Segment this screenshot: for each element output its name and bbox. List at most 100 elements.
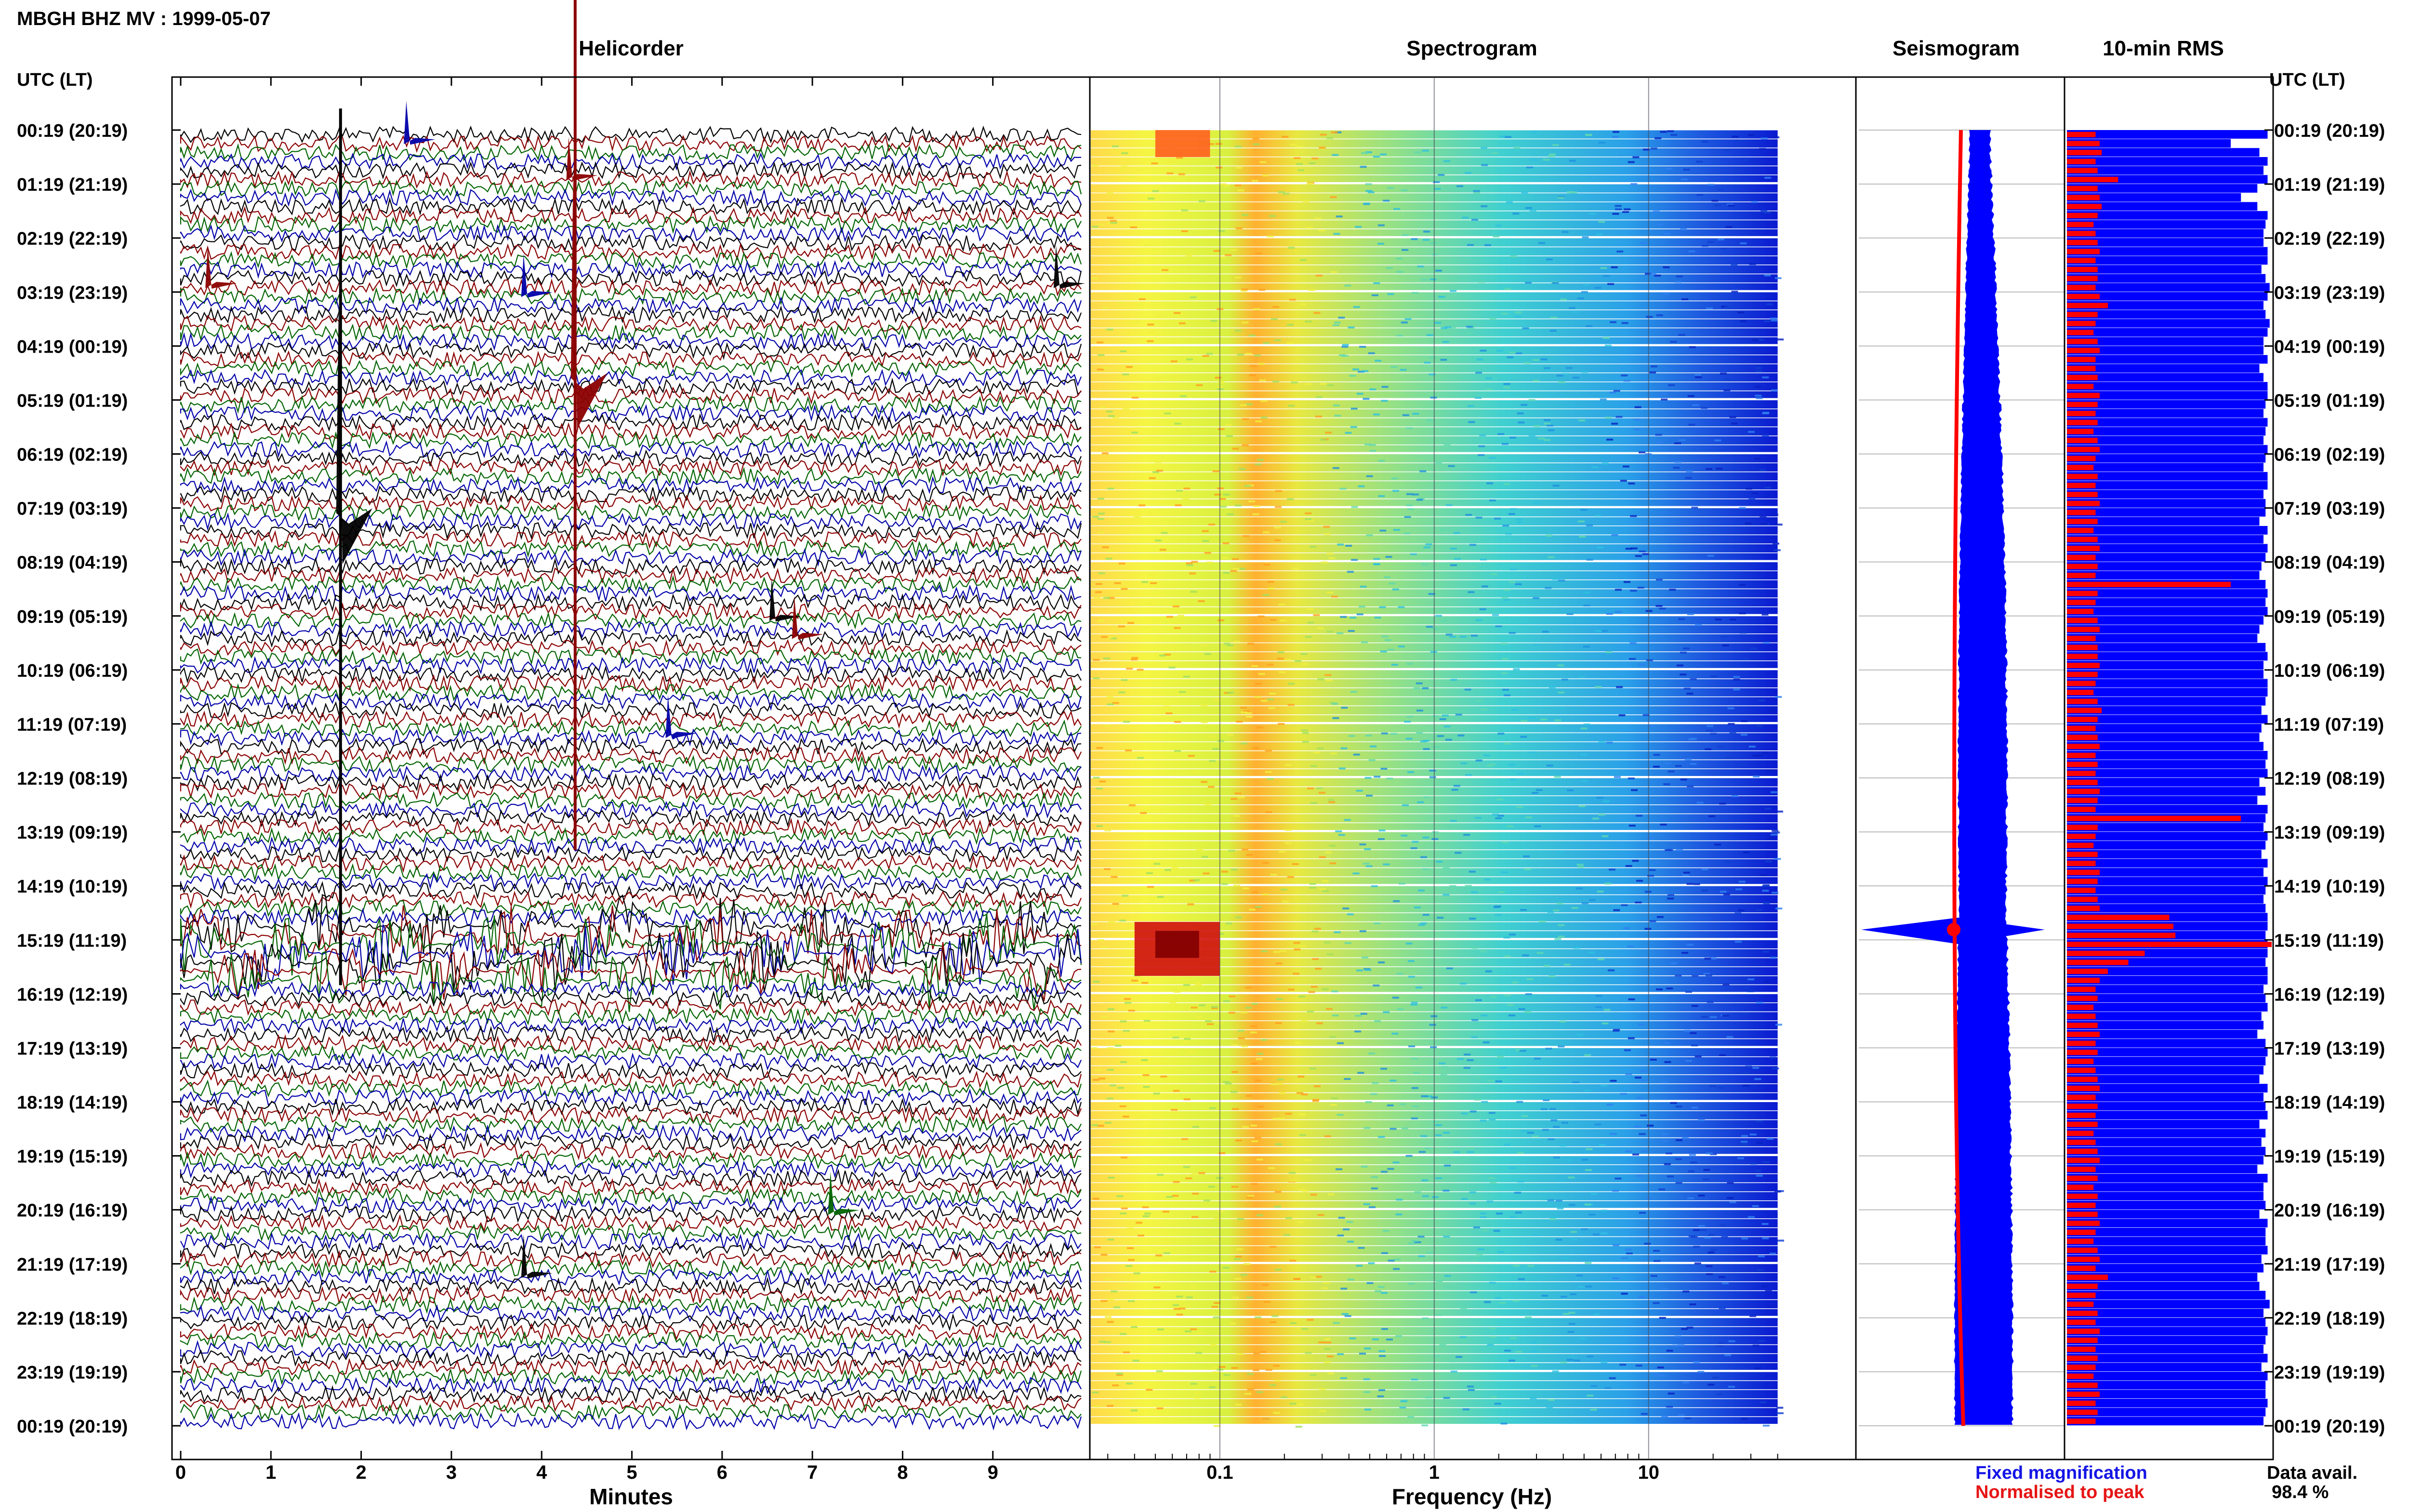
spectrogram-speckle [1307,621,1314,624]
spectrogram-speckle [1549,1108,1556,1110]
spectrogram-speckle [1752,1344,1760,1347]
spectrogram-speckle [1188,755,1195,757]
spectrogram-speckle [1776,810,1783,813]
spectrogram-speckle [1223,1374,1231,1376]
spectrogram-speckle [1610,321,1617,323]
spectrogram-speckle [1193,1396,1201,1399]
spectrogram-speckle [1456,421,1463,423]
spectrogram-speckle [1107,487,1114,490]
spectrogram-speckle [1716,1345,1723,1347]
spectrogram-speckle [1217,386,1224,388]
spectrogram-speckle [1350,426,1357,428]
spectrogram-speckle [1373,984,1380,986]
spectrogram-speckle [1659,1316,1666,1319]
spectrogram-speckle [1492,814,1499,816]
spectrogram-speckle [1476,1253,1483,1255]
spectrogram-speckle [1358,605,1365,608]
spectrogram-speckle [1363,398,1370,400]
spectrogram-speckle [1767,1138,1774,1140]
spectrogram-speckle [1105,1316,1112,1318]
spectrogram-speckle [1667,897,1674,900]
helicorder-trace [180,377,1082,396]
spectrogram-speckle [1370,745,1377,748]
spectrogram-speckle [1722,644,1729,647]
spectrogram-speckle [1251,891,1258,894]
spectrogram-speckle [1647,875,1655,877]
spectrogram-speckle [1464,688,1471,691]
spectrogram-speckle [1297,1221,1305,1223]
spectrogram-speckle [1500,1066,1507,1069]
rms-bar-normalised [2067,564,2098,569]
spectrogram-speckle [1216,166,1223,169]
spectrogram-speckle [1360,1012,1367,1015]
helicorder-trace [180,854,1082,873]
rms-bar-normalised [2067,249,2100,254]
rms-bar-normalised [2067,141,2100,146]
rms-bar-fixed [2067,256,2268,265]
spectrogram-speckle [1322,890,1329,892]
spectrogram-speckle [1109,1084,1116,1087]
spectrogram-speckle [1526,166,1533,169]
spectrogram-speckle [1739,584,1746,586]
spectrogram-speckle [1581,1228,1588,1230]
spectrogram-speckle [1120,522,1127,525]
spectrogram-speckle [1269,215,1276,217]
rms-bar-fixed [2067,1309,2263,1318]
spectrogram-speckle [1336,215,1343,218]
helicorder-trace [180,1115,1082,1134]
spectrogram-speckle [1754,1078,1761,1080]
spectrogram-speckle [1125,366,1133,368]
spectrogram-speckle [1538,242,1545,244]
spectrogram-speckle [1215,377,1222,379]
spectrogram-speckle [1406,427,1413,429]
spectrogram-speckle [1400,368,1407,371]
spectrogram-speckle [1540,718,1548,721]
spectrogram-speckle [1211,1238,1218,1241]
spectrogram-speckle [1762,950,1769,953]
spectrogram-speckle [1504,955,1511,958]
rms-bar-normalised [2067,1194,2098,1199]
spectrogram-speckle [1691,1106,1698,1109]
spectrogram-speckle [1453,676,1460,679]
spectrogram-speckle [1358,370,1365,373]
spectrogram-speckle [1331,703,1338,705]
spectrogram-speckle [1302,741,1309,743]
spectrogram-speckle [1764,274,1771,276]
spectrogram-speckle [1503,483,1510,485]
spectrogram-speckle [1658,1188,1666,1191]
spectrogram-speckle [1430,278,1437,281]
rms-bar-normalised [2067,960,2129,965]
spectrogram-speckle [1347,913,1354,916]
spectrogram-speckle [1324,1338,1331,1341]
spectrogram-speckle [1176,489,1183,492]
spectrogram-speckle [1110,637,1117,640]
spectrogram-speckle [1360,166,1367,168]
spectrogram-speckle [1107,1068,1114,1071]
spectrogram-speckle [1688,1235,1695,1237]
rms-bar-normalised [2067,429,2094,434]
spectrogram-speckle [1251,1183,1258,1185]
spectrogram-speckle [1604,1387,1612,1389]
spectrogram-speckle [1387,1104,1394,1106]
spectrogram-speckle [1536,952,1544,954]
spectrogram-speckle [1153,1286,1161,1288]
spectrogram-speckle [1323,526,1330,528]
spectrogram-speckle [1241,1045,1248,1048]
spectrogram-speckle [1161,532,1168,534]
spectrogram-speckle [1650,640,1657,643]
spectrogram-speckle [1234,276,1242,279]
spectrogram-speckle [1674,460,1681,463]
spectrogram-speckle [1666,1406,1673,1408]
spectrogram-speckle [1355,1014,1362,1017]
spectrogram-speckle [1229,995,1236,998]
spectrogram-speckle [1688,250,1695,253]
helicorder-trace [180,921,1082,985]
spectrogram-speckle [1332,467,1339,469]
spectrogram-speckle [1592,817,1599,820]
spectrogram-speckle [1292,863,1299,865]
rms-bar-normalised [2067,258,2096,263]
spectrogram-speckle [1654,862,1661,864]
spectrogram-speckle [1694,1055,1702,1058]
spectrogram-speckle [1170,1109,1178,1111]
spectrogram-speckle [1595,630,1602,632]
